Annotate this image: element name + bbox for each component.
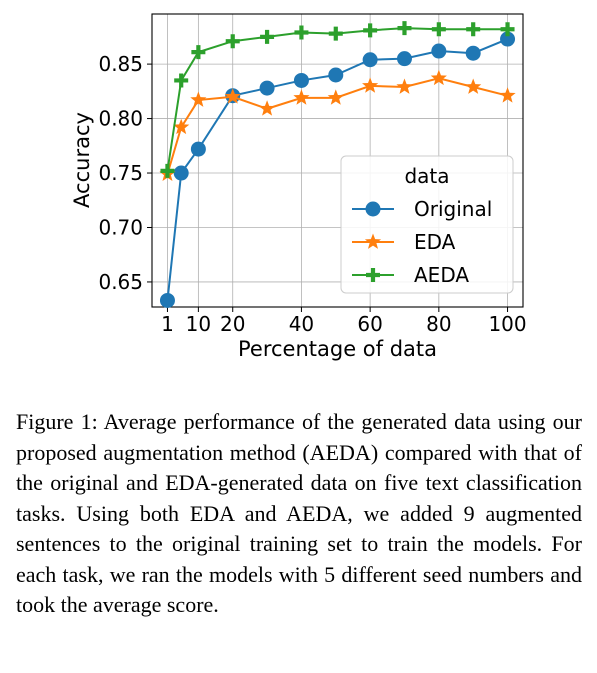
legend-entry-eda: EDA <box>352 230 456 254</box>
y-tick-label: 0.70 <box>98 215 143 239</box>
data-point-aeda <box>500 22 515 37</box>
series-layer <box>159 21 516 308</box>
figure-caption: Figure 1: Average performance of the gen… <box>16 409 582 617</box>
data-point-aeda <box>328 26 343 41</box>
y-tick-label: 0.85 <box>98 52 143 76</box>
data-point-eda <box>293 89 310 105</box>
data-point-eda <box>396 78 413 94</box>
legend-entry-original: Original <box>352 197 492 221</box>
data-point-aeda <box>397 21 412 36</box>
legend-marker-eda <box>364 233 382 249</box>
data-point-original <box>173 165 189 181</box>
legend-marker-original <box>365 201 381 217</box>
data-point-aeda <box>363 23 378 38</box>
plot-frame <box>151 13 524 308</box>
data-point-eda <box>224 88 241 104</box>
data-point-original <box>293 72 309 88</box>
x-axis-label: Percentage of data <box>238 337 437 361</box>
data-point-original <box>328 67 344 83</box>
data-point-original <box>500 31 516 47</box>
data-point-original <box>259 80 275 96</box>
series-original <box>159 31 516 308</box>
data-point-original <box>190 141 206 157</box>
legend-label-original: Original <box>414 197 492 221</box>
legend-entry-aeda: AEDA <box>352 263 469 287</box>
data-point-original <box>431 43 447 59</box>
x-tick-label: 10 <box>186 312 211 336</box>
data-point-original <box>465 45 481 61</box>
x-tick-label: 80 <box>426 312 451 336</box>
x-tick-label: 40 <box>289 312 314 336</box>
x-tick-label: 1 <box>161 312 174 336</box>
data-point-aeda <box>174 73 189 88</box>
legend-frame <box>340 155 514 294</box>
data-point-original <box>396 51 412 67</box>
data-point-aeda <box>431 22 446 37</box>
y-tick-label: 0.80 <box>98 107 143 131</box>
data-point-original <box>159 292 175 308</box>
data-point-eda <box>173 118 190 135</box>
data-point-eda <box>499 87 516 103</box>
data-point-eda <box>327 89 344 105</box>
legend-title: data <box>404 164 449 188</box>
x-tick-label: 100 <box>488 312 526 336</box>
legend-marker-aeda <box>366 268 380 282</box>
data-point-original <box>362 52 378 68</box>
data-point-aeda <box>260 29 275 44</box>
data-point-eda <box>362 77 379 93</box>
legend-label-eda: EDA <box>414 230 456 254</box>
data-point-eda <box>430 69 447 86</box>
y-tick-label: 0.75 <box>98 161 143 185</box>
data-point-aeda <box>466 22 481 37</box>
axis-ticks: 1 10 20 40 60 80 100 0.65 0.70 0.75 0.80 0.85 <box>98 52 526 336</box>
data-point-eda <box>190 91 207 107</box>
data-point-aeda <box>160 163 175 178</box>
x-tick-label: 60 <box>357 312 382 336</box>
legend-label-aeda: AEDA <box>414 263 469 287</box>
data-point-eda <box>258 100 276 116</box>
data-point-aeda <box>191 45 206 60</box>
data-point-eda <box>465 78 482 94</box>
data-point-aeda <box>294 25 309 40</box>
data-point-aeda <box>225 34 240 49</box>
legend-entries: Original EDA AEDA <box>352 197 492 287</box>
y-tick-label: 0.65 <box>98 270 143 294</box>
x-tick-label: 20 <box>220 312 245 336</box>
y-axis-label: Accuracy <box>70 112 94 208</box>
legend: data Original EDA AEDA <box>340 155 514 294</box>
series-aeda <box>160 21 515 178</box>
accuracy-line-chart: 1 10 20 40 60 80 100 0.65 0.70 0.75 0.80 0.85 Perce… <box>70 13 527 361</box>
